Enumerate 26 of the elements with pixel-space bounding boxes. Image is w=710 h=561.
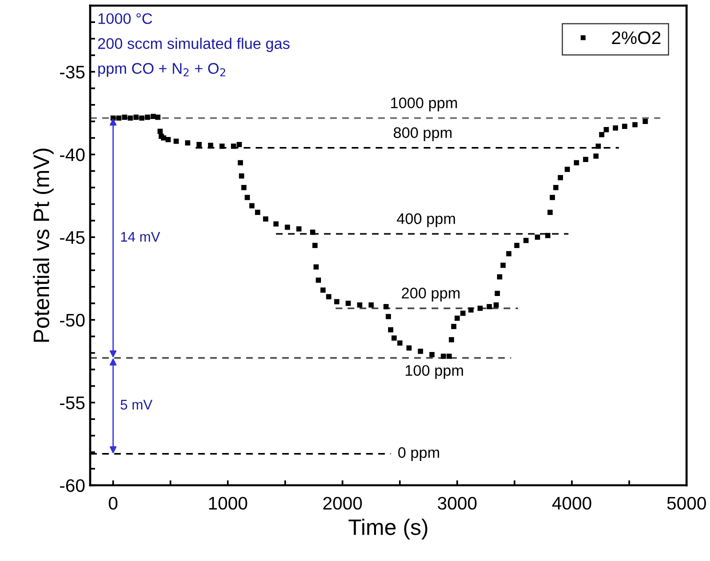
y-tick-label: -45 <box>60 231 85 244</box>
x-tick-label: 2000 <box>323 496 362 510</box>
y-tick-label: -50 <box>60 314 85 327</box>
annotation: 5 mV <box>120 400 152 410</box>
y-tick-label: -40 <box>60 148 85 162</box>
y-tick-label: -35 <box>60 66 85 78</box>
annotation: 800 ppm <box>394 127 452 142</box>
annotation: 100 ppm <box>406 365 463 379</box>
y-tick-label: -55 <box>60 396 85 410</box>
y-tick-label: -60 <box>60 479 85 492</box>
annotation: 200 ppm <box>402 288 460 302</box>
x-tick-label: 1000 <box>209 496 248 510</box>
x-tick-label: 0 <box>108 496 118 510</box>
annotation: 1000 °C <box>98 13 152 24</box>
annotation: 400 ppm <box>396 213 455 228</box>
legend-label: 2%O2 <box>612 31 660 44</box>
x-tick-label: 4000 <box>552 496 592 510</box>
x-axis-title: Time (s) <box>348 518 428 540</box>
annotation: 0 ppm <box>398 447 440 461</box>
annotation: 200 sccm simulated flue gas <box>98 38 290 52</box>
annotation: 14 mV <box>121 232 160 242</box>
annotation: ppm CO + N$_{2}$ + O$_{2}$ <box>98 63 226 77</box>
annotation: 1000 ppm <box>391 97 457 112</box>
x-tick-label: 5000 <box>667 496 706 510</box>
x-tick-label: 3000 <box>438 496 477 510</box>
y-axis-title: Potential vs Pt (mV) <box>32 148 54 342</box>
